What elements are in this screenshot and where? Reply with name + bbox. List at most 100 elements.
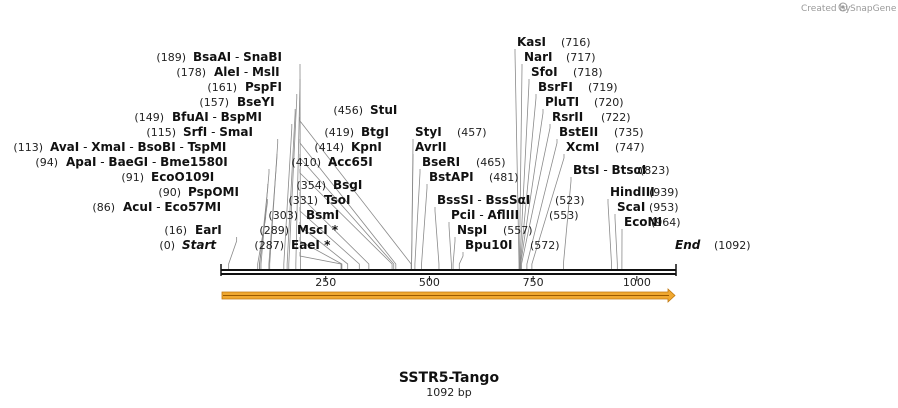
enzyme-name[interactable]: PspOMI <box>188 185 239 199</box>
restriction-site-label[interactable]: (465) BseRI <box>422 155 506 169</box>
enzyme-name[interactable]: BsaAI - SnaBI <box>193 50 282 64</box>
enzyme-name[interactable]: XcmI <box>566 140 599 154</box>
enzyme-name[interactable]: PspFI <box>245 80 282 94</box>
enzyme-part[interactable]: EaeI * <box>291 238 331 252</box>
enzyme-name[interactable]: BstEII <box>559 125 598 139</box>
enzyme-name[interactable]: RsrII <box>552 110 583 124</box>
restriction-site-label[interactable]: (289) MscI * <box>259 223 338 237</box>
enzyme-name[interactable]: Bpu10I <box>465 238 512 252</box>
enzyme-part[interactable]: BtgI <box>361 125 389 139</box>
restriction-site-label[interactable]: (419) BtgI <box>324 125 389 139</box>
restriction-site-label[interactable]: (189) BsaAI - SnaBI <box>156 50 282 64</box>
enzyme-part[interactable]: KpnI <box>351 140 382 154</box>
restriction-site-label[interactable]: (287) EaeI * <box>254 238 331 252</box>
restriction-site-label[interactable]: (149) BfuAI - BspMI <box>134 110 262 124</box>
enzyme-part[interactable]: AcuI <box>123 200 152 214</box>
enzyme-part[interactable]: PspFI <box>245 80 282 94</box>
enzyme-name[interactable]: MscI * <box>297 223 339 237</box>
restriction-site-label[interactable]: (823)BtsI - BtsαI <box>573 163 670 177</box>
enzyme-part[interactable]: XmaI <box>91 140 125 154</box>
enzyme-name[interactable]: BtgI <box>361 125 389 139</box>
enzyme-part[interactable]: SmaI <box>219 125 253 139</box>
enzyme-part[interactable]: RsrII <box>552 110 583 124</box>
restriction-site-label[interactable]: (161) PspFI <box>207 80 282 94</box>
restriction-site-label[interactable]: (94) ApaI - BaeGI - Bme1580I <box>35 155 227 169</box>
enzyme-part[interactable]: AvaI <box>50 140 79 154</box>
enzyme-part[interactable]: BfuAI <box>172 110 209 124</box>
enzyme-part[interactable]: BseYI <box>237 95 275 109</box>
enzyme-part[interactable]: EarI <box>195 223 222 237</box>
enzyme-name[interactable]: ScaI <box>617 200 645 214</box>
restriction-site-label[interactable]: (1092) End <box>675 238 751 252</box>
enzyme-part[interactable]: AleI <box>214 65 240 79</box>
enzyme-name[interactable]: PluTI <box>545 95 579 109</box>
enzyme-name[interactable]: NarI <box>524 50 553 64</box>
enzyme-part[interactable]: BstEII <box>559 125 598 139</box>
enzyme-part[interactable]: BtsI <box>573 163 600 177</box>
enzyme-part[interactable]: BaeGI <box>108 155 148 169</box>
restriction-site-label[interactable]: (953) ScaI <box>617 200 679 214</box>
enzyme-part[interactable]: EcoNI <box>624 215 662 229</box>
enzyme-part[interactable]: HindIII <box>610 185 655 199</box>
enzyme-name[interactable]: End <box>675 238 701 252</box>
enzyme-part[interactable]: KasI <box>517 35 546 49</box>
restriction-site-label[interactable]: (414) KpnI <box>314 140 382 154</box>
enzyme-part[interactable]: PspOMI <box>188 185 239 199</box>
restriction-site-label[interactable]: (16) EarI <box>164 223 221 237</box>
enzyme-name[interactable]: KasI <box>517 35 546 49</box>
enzyme-name[interactable]: BstAPI <box>429 170 474 184</box>
enzyme-part[interactable]: SfoI <box>531 65 558 79</box>
enzyme-part[interactable]: End <box>675 238 701 252</box>
enzyme-part[interactable]: BsoBI <box>138 140 176 154</box>
enzyme-part[interactable]: BssSI <box>437 193 474 207</box>
enzyme-part[interactable]: PciI <box>451 208 476 222</box>
enzyme-part[interactable]: BsrFI <box>538 80 573 94</box>
restriction-site-label[interactable]: (481) BstAPI <box>429 170 519 184</box>
enzyme-part[interactable]: SnaBI <box>243 50 282 64</box>
enzyme-part[interactable]: BspMI <box>221 110 262 124</box>
enzyme-part[interactable]: BsaAI <box>193 50 231 64</box>
enzyme-name[interactable]: StyI <box>415 125 442 139</box>
feature-arrow[interactable] <box>221 288 676 303</box>
enzyme-name[interactable]: Acc65I <box>328 155 373 169</box>
restriction-site-label[interactable]: (717) NarI <box>524 50 596 64</box>
restriction-site-label[interactable]: (0) Start <box>159 238 217 252</box>
restriction-site-label[interactable]: (719) BsrFI <box>538 80 618 94</box>
enzyme-name[interactable]: EarI <box>195 223 222 237</box>
enzyme-name[interactable]: BtsI - BtsαI <box>573 163 646 177</box>
restriction-site-label[interactable]: (716) KasI <box>517 35 591 49</box>
restriction-site-label[interactable]: (557) NspI <box>457 223 533 237</box>
restriction-site-label[interactable]: AvrII <box>415 140 447 154</box>
enzyme-name[interactable]: HindIII <box>610 185 655 199</box>
restriction-site-label[interactable]: (91) EcoO109I <box>121 170 214 184</box>
enzyme-part[interactable]: TspMI <box>188 140 227 154</box>
enzyme-name[interactable]: EaeI * <box>291 238 331 252</box>
enzyme-part[interactable]: SrfI <box>183 125 207 139</box>
restriction-site-label[interactable]: (410) Acc65I <box>291 155 372 169</box>
enzyme-part[interactable]: Eco57MI <box>164 200 221 214</box>
restriction-site-label[interactable]: (113) AvaI - XmaI - BsoBI - TspMI <box>13 140 226 154</box>
enzyme-part[interactable]: AvrII <box>415 140 447 154</box>
enzyme-name[interactable]: AleI - MslI <box>214 65 280 79</box>
enzyme-part[interactable]: Acc65I <box>328 155 373 169</box>
enzyme-part[interactable]: ApaI <box>66 155 96 169</box>
restriction-site-label[interactable]: (735) BstEII <box>559 125 644 139</box>
enzyme-name[interactable]: AvrII <box>415 140 447 154</box>
enzyme-part[interactable]: XcmI <box>566 140 599 154</box>
enzyme-part[interactable]: AflIII <box>487 208 519 222</box>
restriction-site-label[interactable]: (718) SfoI <box>531 65 603 79</box>
enzyme-name[interactable]: BseRI <box>422 155 460 169</box>
restriction-site-label[interactable]: (90) PspOMI <box>158 185 239 199</box>
enzyme-part[interactable]: PluTI <box>545 95 579 109</box>
restriction-site-label[interactable]: (157) BseYI <box>199 95 274 109</box>
restriction-site-label[interactable]: (720) PluTI <box>545 95 624 109</box>
enzyme-part[interactable]: BsgI <box>333 178 362 192</box>
enzyme-part[interactable]: Bme1580I <box>160 155 228 169</box>
restriction-site-label[interactable]: (747) XcmI <box>566 140 645 154</box>
enzyme-name[interactable]: NspI <box>457 223 487 237</box>
enzyme-part[interactable]: MscI * <box>297 223 339 237</box>
enzyme-name[interactable]: ApaI - BaeGI - Bme1580I <box>66 155 228 169</box>
enzyme-part[interactable]: Start <box>182 238 217 252</box>
restriction-site-label[interactable]: (572) Bpu10I <box>465 238 560 252</box>
enzyme-name[interactable]: SrfI - SmaI <box>183 125 253 139</box>
